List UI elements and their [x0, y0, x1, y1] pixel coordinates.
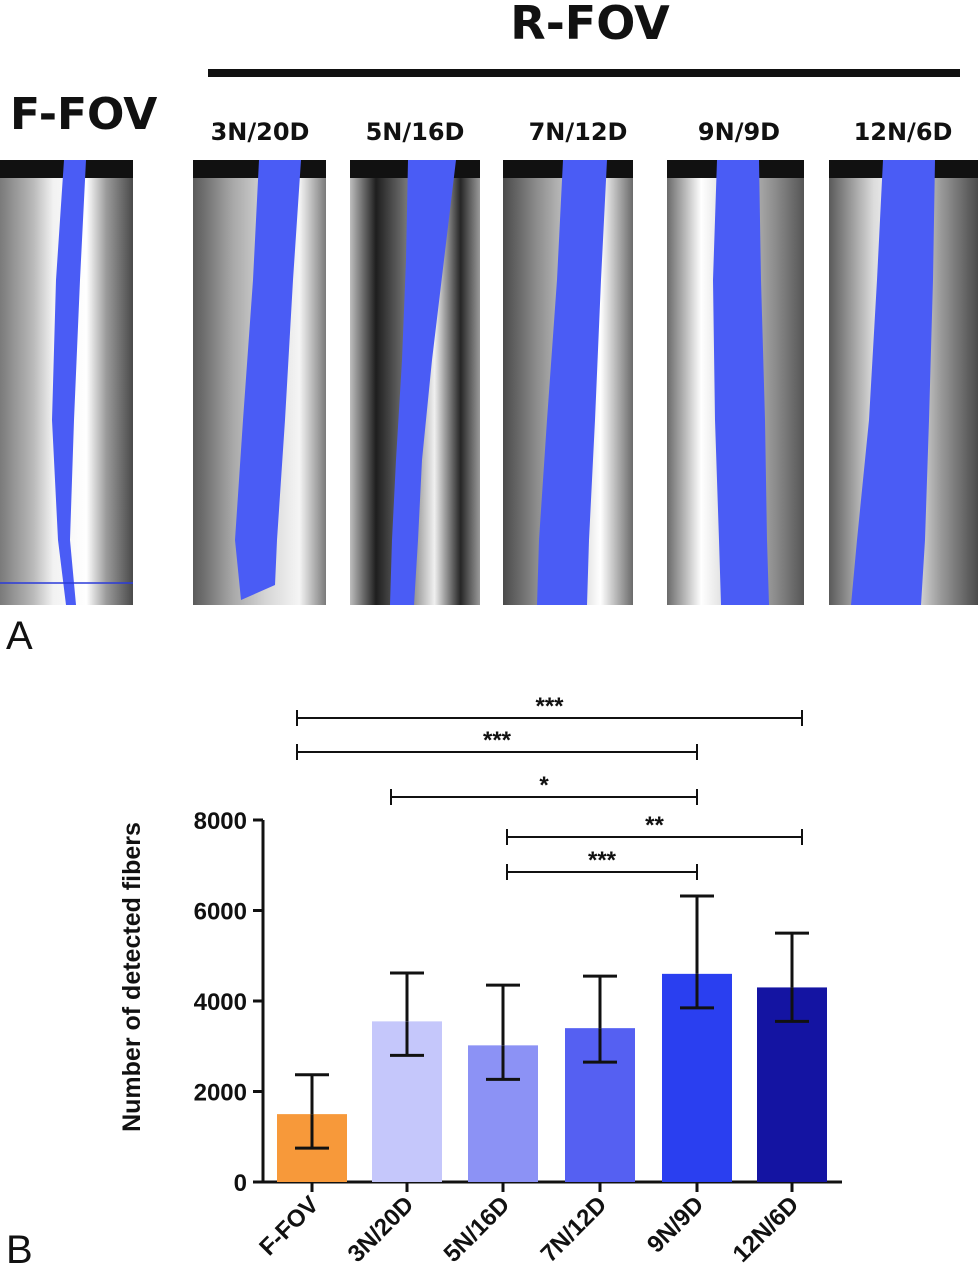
column-label-7n12d: 7N/12D [528, 118, 628, 146]
significance-label: *** [483, 727, 512, 754]
x-tick-label: 9N/9D [642, 1191, 709, 1258]
y-tick-label: 6000 [194, 899, 247, 926]
rfov-group-bracket [208, 69, 960, 77]
panel-b-label: B [6, 1228, 33, 1272]
rfov-group-title: R-FOV [510, 0, 670, 50]
tractography-image-7n12d [503, 160, 633, 605]
significance-label: *** [588, 847, 617, 874]
x-tick-label: 3N/20D [343, 1191, 420, 1268]
column-label-9n9d: 9N/9D [697, 118, 781, 146]
column-label-3n20d: 3N/20D [210, 118, 310, 146]
y-tick-label: 0 [234, 1170, 247, 1197]
column-label-12n6d: 12N/6D [853, 118, 953, 146]
tractography-image-9n9d [667, 160, 804, 605]
tractography-image-12n6d [829, 160, 978, 605]
y-axis-title: Number of detected fibers [118, 822, 146, 1132]
tractography-image-ffov [0, 160, 133, 605]
x-tick-label: 5N/16D [439, 1191, 516, 1268]
tractography-image-5n16d [350, 160, 480, 605]
y-tick-label: 8000 [194, 808, 247, 835]
y-tick-label: 2000 [194, 1080, 247, 1107]
x-tick-label: 12N/6D [728, 1191, 805, 1268]
tractography-image-3n20d [193, 160, 326, 605]
x-tick-label: F-FOV [254, 1191, 324, 1261]
y-tick-label: 4000 [194, 989, 247, 1016]
x-tick-label: 7N/12D [536, 1191, 613, 1268]
significance-label: ** [645, 812, 664, 839]
significance-label: * [539, 772, 549, 799]
significance-label: *** [535, 693, 564, 720]
column-label-5n16d: 5N/16D [365, 118, 465, 146]
panel-a-label: A [6, 614, 33, 658]
ffov-title: F-FOV [10, 89, 158, 140]
